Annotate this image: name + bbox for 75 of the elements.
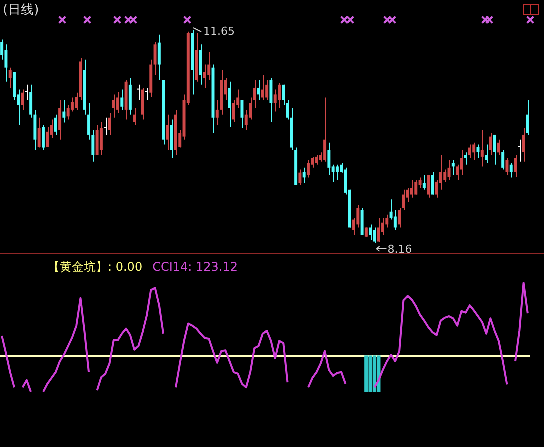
candlestick <box>232 100 236 123</box>
candlestick <box>112 94 116 118</box>
candlestick <box>108 112 112 136</box>
candlestick <box>240 100 244 129</box>
candlestick <box>324 97 327 162</box>
candlestick <box>414 180 418 196</box>
annotation: 11.65 <box>204 25 236 38</box>
candlestick <box>137 84 140 101</box>
candlestick <box>298 169 302 186</box>
candlestick <box>228 81 232 128</box>
candlestick <box>62 100 66 124</box>
candlestick <box>402 189 406 211</box>
candlestick <box>21 89 24 110</box>
candlestick <box>394 210 397 231</box>
candlestick <box>261 74 264 101</box>
candlestick <box>8 67 12 88</box>
candlestick <box>489 132 492 156</box>
candlestick <box>472 142 476 160</box>
candlestick <box>4 44 8 82</box>
candlestick <box>452 159 455 176</box>
candlestick <box>257 80 260 101</box>
candlestick <box>464 152 468 166</box>
candlestick <box>66 104 70 120</box>
candlestick <box>506 158 509 176</box>
candlestick <box>133 108 136 126</box>
candlestick <box>54 114 58 136</box>
candlestick <box>278 82 281 109</box>
candlestick <box>427 174 430 198</box>
candlestick <box>270 78 273 123</box>
candlestick <box>480 130 484 168</box>
candlestick <box>422 174 426 190</box>
text: CCI14: 123.12 <box>152 260 238 274</box>
candlestick <box>377 217 380 243</box>
candlestick <box>116 92 120 114</box>
candlestick <box>146 87 148 101</box>
candlestick <box>514 154 517 178</box>
candlestick <box>410 180 414 198</box>
candlestick <box>336 164 339 181</box>
candlestick <box>526 100 530 136</box>
candlestick <box>302 167 306 184</box>
candlestick <box>364 227 368 238</box>
candlestick <box>493 134 496 166</box>
candlestick <box>158 34 161 81</box>
candlestick <box>166 114 170 151</box>
chart-title: (日线) <box>3 3 40 18</box>
candlestick <box>274 89 277 112</box>
candlestick <box>373 227 376 244</box>
candlestick <box>468 144 472 159</box>
candlestick <box>306 159 310 178</box>
candlestick <box>485 144 488 164</box>
candlestick <box>38 117 41 148</box>
text: 【黄金坑】: 0.00 <box>48 260 143 274</box>
candlestick <box>369 224 372 240</box>
annotation: 8.16 <box>388 243 412 256</box>
candlestick <box>518 139 522 162</box>
candlestick <box>42 124 45 151</box>
candlestick <box>216 100 219 126</box>
candlestick <box>25 84 28 101</box>
candlestick <box>497 139 500 156</box>
candlestick <box>70 97 74 112</box>
candlestick <box>522 128 526 162</box>
candlestick <box>502 150 505 170</box>
candlestick <box>104 117 108 136</box>
candlestick <box>398 208 402 228</box>
candlestick <box>203 64 206 88</box>
candlestick <box>444 169 447 182</box>
candlestick <box>100 122 103 156</box>
candlestick <box>431 172 434 196</box>
candlestick <box>154 42 157 76</box>
candlestick <box>460 150 464 176</box>
candlestick <box>46 126 50 148</box>
candlestick <box>510 162 513 178</box>
candlestick <box>120 89 124 110</box>
candlestick <box>58 100 62 140</box>
candlestick <box>328 142 331 176</box>
